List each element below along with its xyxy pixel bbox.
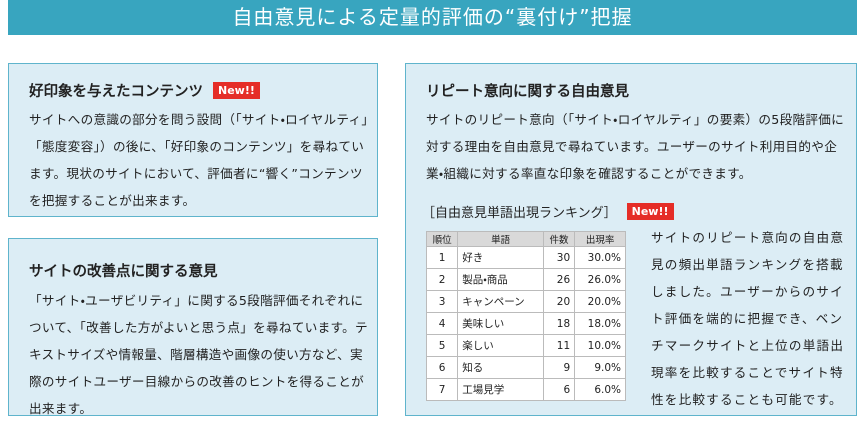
table-row: 3 キャンペーン 20 20.0% <box>425 290 626 313</box>
table-cell: 20 <box>542 290 576 313</box>
panel: サイトの改善点に関する意見 「サイト・ユーザビリティ」に関する5段階評価それぞれ… <box>8 238 378 416</box>
table-row: 7 工場見学 6 6.0% <box>425 378 626 401</box>
table-row: 6 知る 9 9.0% <box>425 356 626 379</box>
table-cell: 工場見学 <box>457 378 544 401</box>
panel-title: サイトの改善点に関する意見 <box>29 264 218 280</box>
table-cell: 26.0% <box>574 268 626 291</box>
panel-title: リピート意向に関する自由意見 <box>426 84 629 100</box>
panel-text: 「サイト・ユーザビリティ」に関する5段階評価それぞれについて、「改善した方がよい… <box>29 293 368 416</box>
table-cell: 知る <box>457 356 544 379</box>
table-cell: 美味しい <box>457 312 544 335</box>
table-cell: 6 <box>425 356 459 379</box>
table-cell: 2 <box>425 268 459 291</box>
panel-text: サイトへの意識の部分を問う設問（「サイト・ロイヤルティ」「態度変容」）の後に、「… <box>29 112 368 208</box>
table-cell: 9.0% <box>574 356 626 379</box>
table-cell: 20.0% <box>574 290 626 313</box>
panel: リピート意向に関する自由意見 サイトのリピート意向（「サイト・ロイヤルティ」の要… <box>405 63 857 416</box>
ranking-description: サイトのリピート意向の自由意見の頻出単語ランキングを搭載しました。ユーザーからの… <box>651 230 845 407</box>
table-cell: 6.0% <box>574 378 626 401</box>
panel-text: サイトのリピート意向（「サイト・ロイヤルティ」の要素）の5段階評価に対する理由を… <box>426 112 845 181</box>
table-cell: 18.0% <box>574 312 626 335</box>
table-cell: 30 <box>542 246 576 269</box>
header-cell: 単語 <box>457 231 544 247</box>
ranking-title-row: ［自由意見単語出現ランキング］ New!! <box>422 202 674 221</box>
table-row: 5 楽しい 11 10.0% <box>425 334 626 357</box>
new-badge: New!! <box>213 82 260 99</box>
header-title: 自由意見による定量的評価の“裏付け”把握 <box>8 0 857 35</box>
header-cell: 順位 <box>425 231 459 247</box>
table-cell: 4 <box>425 312 459 335</box>
table-cell: 3 <box>425 290 459 313</box>
table-cell: 26 <box>542 268 576 291</box>
table-cell: 18 <box>542 312 576 335</box>
table-cell: 11 <box>542 334 576 357</box>
table-cell: 9 <box>542 356 576 379</box>
table-cell: 10.0% <box>574 334 626 357</box>
table-cell: 5 <box>425 334 459 357</box>
table-cell: 1 <box>425 246 459 269</box>
table-row: 2 製品・商品 26 26.0% <box>425 268 626 291</box>
table-cell: 好き <box>457 246 544 269</box>
ranking-table: 順位 単語 件数 出現率 1 好き 30 30.0% 2 製品・商品 26 26.0% 3 キャンペーン 2… <box>425 231 626 401</box>
new-badge: New!! <box>626 203 674 220</box>
table-cell: 製品・商品 <box>457 268 544 291</box>
table-cell: キャンペーン <box>457 290 544 313</box>
table-row: 1 好き 30 30.0% <box>425 246 626 269</box>
table-cell: 30.0% <box>574 246 626 269</box>
header-row: 順位 単語 件数 出現率 <box>425 231 626 247</box>
table-cell: 7 <box>425 378 459 401</box>
table-row: 4 美味しい 18 18.0% <box>425 312 626 335</box>
panel-title: 好印象を与えたコンテンツ <box>29 84 203 100</box>
header-cell: 件数 <box>542 231 576 247</box>
panel-title-row: 好印象を与えたコンテンツ New!! <box>29 80 260 101</box>
table-cell: 6 <box>542 378 576 401</box>
table-cell: 楽しい <box>457 334 544 357</box>
panel: 好印象を与えたコンテンツ New!! サイトへの意識の部分を問う設問（「サイト・ロ… <box>8 63 378 217</box>
header-cell: 出現率 <box>574 231 626 247</box>
ranking-title: ［自由意見単語出現ランキング］ <box>422 206 617 221</box>
